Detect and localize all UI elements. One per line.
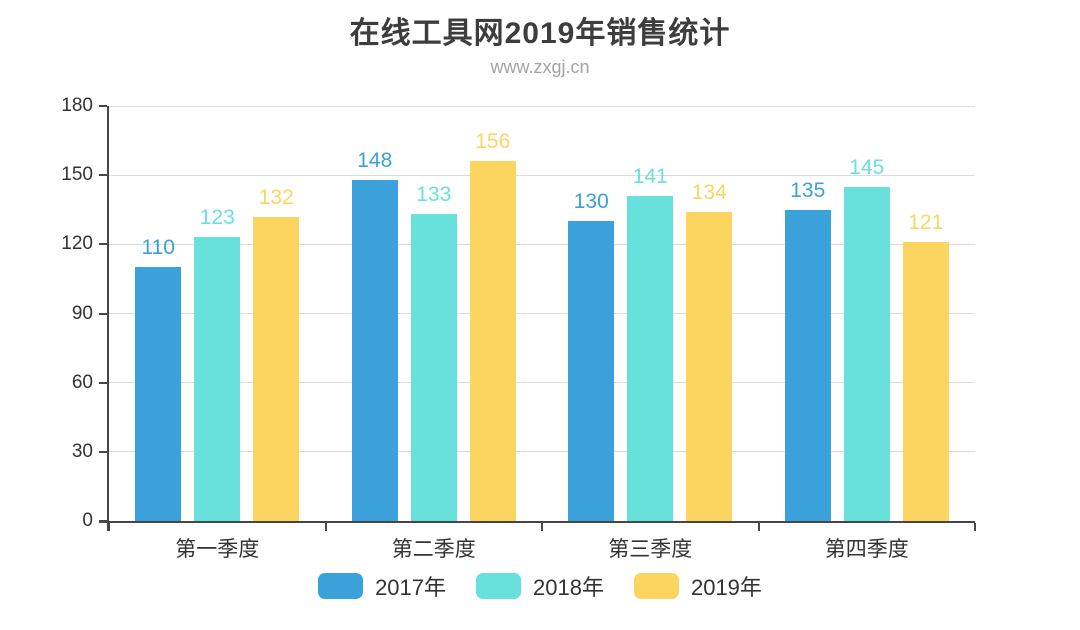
bar-value-label: 135 [790,178,826,202]
y-axis-tick-label: 150 [61,164,93,186]
y-axis-tick [99,174,107,177]
x-axis-tick [324,523,327,531]
y-axis-tick [99,381,107,384]
legend-label: 2019年 [690,575,762,600]
bar-value-label: 130 [573,190,609,214]
legend-label: 2018年 [533,575,604,600]
bar[interactable] [902,242,949,521]
chart-subtitle: www.zxgj.cn [490,57,590,77]
bar-value-label: 156 [475,130,511,154]
chart-title: 在线工具网2019年销售统计 [349,17,731,50]
bar[interactable] [686,212,733,521]
bar[interactable] [351,179,398,521]
bar-value-label: 134 [691,181,727,205]
bar[interactable] [784,209,831,521]
y-axis-tick [99,312,107,315]
bar[interactable] [135,267,182,521]
bar[interactable] [568,221,615,521]
bar[interactable] [253,216,300,521]
bar-value-label: 121 [908,211,944,235]
y-axis-tick [99,243,107,246]
bar[interactable] [194,237,241,521]
legend-swatch [318,573,364,599]
y-axis-tick-label: 0 [82,510,93,531]
y-axis-tick [99,450,107,453]
y-axis-tick-label: 90 [71,302,93,324]
legend: 2017年 2018年 2019年 [0,570,1080,602]
x-axis-tick [108,523,110,531]
bar-value-label: 145 [849,155,885,179]
bar-value-label: 141 [632,164,668,188]
y-axis-tick-label: 180 [61,95,93,116]
bar[interactable] [627,195,674,521]
gridline [109,451,975,453]
x-axis-tick [541,523,543,531]
x-axis-tick [757,523,760,531]
bar[interactable] [843,186,890,521]
legend-item[interactable]: 2018年 [476,570,604,602]
y-axis-tick [99,520,107,522]
legend-label: 2017年 [375,575,447,600]
bar-value-label: 133 [416,183,452,207]
bar-value-label: 110 [141,236,175,260]
bar-value-label: 123 [199,206,235,230]
y-axis-tick-label: 120 [61,233,93,255]
y-axis-tick-label: 60 [71,371,93,393]
legend-swatch [633,573,679,599]
y-axis-tick-label: 30 [71,440,93,462]
gridline [109,313,975,314]
x-axis-category-label: 第一季度 [175,538,260,561]
legend-item[interactable]: 2019年 [633,570,762,602]
bar-value-label: 148 [357,148,393,172]
gridline [109,243,975,245]
legend-item[interactable]: 2017年 [318,570,446,602]
x-axis-category-label: 第三季度 [608,538,693,561]
y-axis-tick [99,105,107,107]
bar[interactable] [410,214,457,521]
gridline [109,105,975,107]
x-axis-category-label: 第四季度 [824,538,909,561]
bar-value-label: 132 [258,185,294,209]
plot-area: 0 30 60 90 120 150 180 第一季度 110 123 132 第二季度 148 133 1… [61,95,976,561]
legend-swatch [476,573,522,599]
x-axis-category-label: 第二季度 [391,538,476,561]
gridline [109,382,975,384]
x-axis-tick [974,523,976,531]
bar[interactable] [469,161,516,521]
gridline [109,174,975,176]
